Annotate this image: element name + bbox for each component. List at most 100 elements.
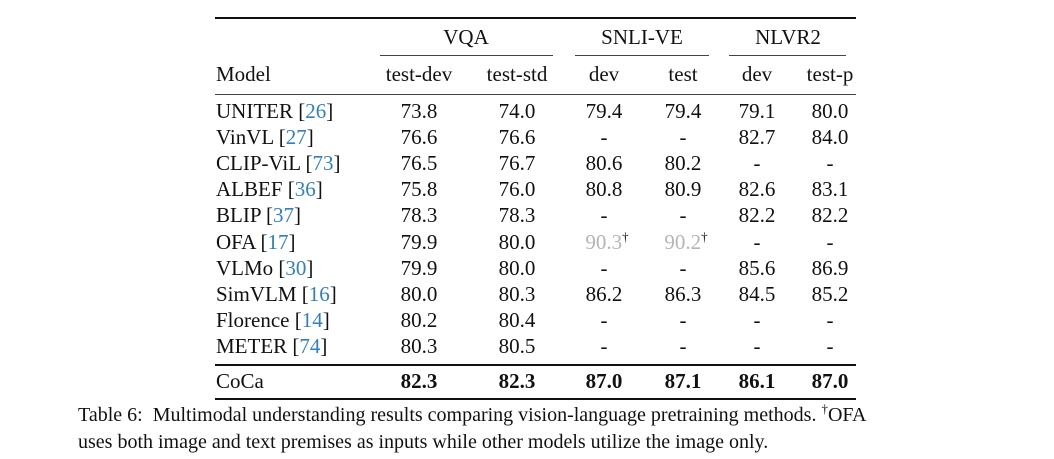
table-cell: - [601, 125, 608, 149]
caption-label: Table 6: [78, 404, 143, 426]
cell-value: 79.9 [400, 230, 438, 254]
cell-value: 86.9 [811, 256, 849, 280]
table-cell: 76.7 [499, 151, 536, 175]
table-cell: 79.9 [401, 230, 438, 254]
citation-link[interactable]: 73 [312, 151, 334, 175]
row-model-name: OFA [17] [216, 230, 296, 254]
row-model-name: VinVL [27] [216, 125, 314, 149]
table-cell: 80.3 [499, 282, 536, 306]
citation-link[interactable]: 37 [272, 203, 294, 227]
citation-link[interactable]: 74 [299, 334, 321, 358]
model-name: BLIP [216, 203, 261, 227]
citation-link[interactable]: 17 [267, 230, 289, 254]
dagger-mark: † [701, 229, 708, 244]
table-cell: 79.9 [401, 256, 438, 280]
final-row-value: 86.1 [738, 369, 776, 393]
table-cell: 82.6 [739, 177, 776, 201]
cell-value: 90.3 [585, 230, 623, 254]
cell-value: - [600, 125, 608, 149]
citation-link[interactable]: 14 [301, 308, 323, 332]
citation-link[interactable]: 36 [294, 177, 316, 201]
table-cell: 80.0 [812, 99, 849, 123]
model-name: OFA [216, 230, 256, 254]
citation-link[interactable]: 27 [285, 125, 307, 149]
column-header-snli-dev: dev [588, 62, 620, 86]
table-cell: 76.6 [499, 125, 536, 149]
citation-link[interactable]: 26 [305, 99, 327, 123]
cell-value: 82.2 [738, 203, 776, 227]
table-cell: - [754, 230, 761, 254]
table-cell: 85.2 [812, 282, 849, 306]
table-cell: 86.9 [812, 256, 849, 280]
cell-value: 79.9 [400, 256, 438, 280]
cell-value: 80.4 [498, 308, 536, 332]
table-cell: - [754, 151, 761, 175]
cell-value: - [826, 334, 834, 358]
caption-dagger: † [821, 401, 828, 416]
column-header-vqa-test-dev: test-dev [385, 62, 453, 86]
cell-value: 80.0 [498, 256, 536, 280]
citation-link[interactable]: 30 [285, 256, 307, 280]
cell-value: 80.6 [585, 151, 623, 175]
table-cell: 80.3 [401, 334, 438, 358]
table-cell: 76.0 [499, 177, 536, 201]
top-rule [215, 17, 856, 19]
table-cell: - [601, 334, 608, 358]
cell-value: 78.3 [400, 203, 438, 227]
table-cell: 80.0 [499, 256, 536, 280]
table-cell: - [680, 308, 687, 332]
cell-value: 76.0 [498, 177, 536, 201]
cell-value: 82.6 [738, 177, 776, 201]
table-cell: 80.5 [499, 334, 536, 358]
header-rule [215, 94, 856, 95]
cell-value: 76.6 [498, 125, 536, 149]
table-cell: 73.8 [401, 99, 438, 123]
table-cell: 84.5 [739, 282, 776, 306]
table-cell: 90.3† [585, 230, 628, 254]
final-row-value: 82.3 [400, 369, 438, 393]
row-model-name: UNITER [26] [216, 99, 334, 123]
column-header-model: Model [216, 62, 271, 86]
cell-value: 80.3 [498, 282, 536, 306]
table-cell: - [827, 151, 834, 175]
dagger-mark: † [622, 229, 629, 244]
mid-rule [215, 364, 856, 366]
model-name: METER [216, 334, 288, 358]
row-model-name: ALBEF [36] [216, 177, 323, 201]
cell-value: - [826, 230, 834, 254]
table-cell: 78.3 [499, 203, 536, 227]
table-cell: 80.8 [586, 177, 623, 201]
cell-value: - [679, 308, 687, 332]
row-model-name: SimVLM [16] [216, 282, 337, 306]
model-name: CLIP-ViL [216, 151, 301, 175]
cell-value: 80.2 [400, 308, 438, 332]
table-cell: 80.2 [401, 308, 438, 332]
table-cell: - [754, 308, 761, 332]
model-name: VLMo [216, 256, 274, 280]
table-cell: - [601, 256, 608, 280]
vqa-group-rule [380, 55, 553, 56]
cell-value: - [753, 151, 761, 175]
table-cell: 76.6 [401, 125, 438, 149]
cell-value: 86.3 [664, 282, 702, 306]
caption-text: Multimodal understanding results compari… [152, 404, 817, 426]
cell-value: 79.1 [738, 99, 776, 123]
table-cell: 82.2 [739, 203, 776, 227]
row-model-name: BLIP [37] [216, 203, 301, 227]
cell-value: 76.7 [498, 151, 536, 175]
table-cell: 79.4 [586, 99, 623, 123]
column-header-snli-test: test [668, 62, 698, 86]
cell-value: 84.5 [738, 282, 776, 306]
table-cell: 85.6 [739, 256, 776, 280]
cell-value: 78.3 [498, 203, 536, 227]
citation-link[interactable]: 16 [308, 282, 330, 306]
table-cell: 80.9 [665, 177, 702, 201]
snli-group-rule [575, 55, 709, 56]
row-model-name: Florence [14] [216, 308, 330, 332]
cell-value: - [679, 203, 687, 227]
table-cell: 82.2 [812, 203, 849, 227]
cell-value: 80.8 [585, 177, 623, 201]
table-cell: 84.0 [812, 125, 849, 149]
model-name: UNITER [216, 99, 293, 123]
table-cell: - [601, 308, 608, 332]
